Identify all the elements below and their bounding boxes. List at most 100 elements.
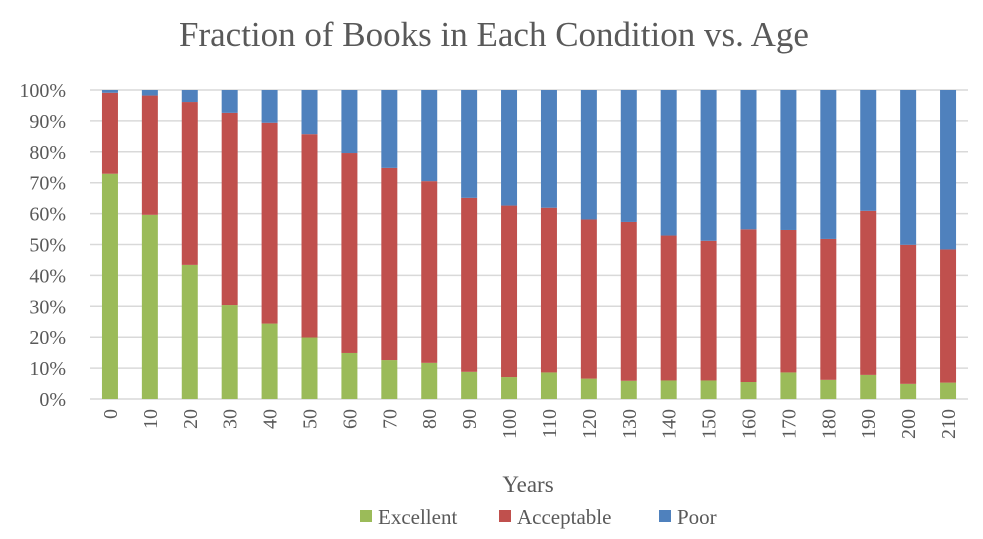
y-tick-label: 10% [29, 358, 66, 380]
x-tick-label: 70 [379, 409, 401, 429]
bar-poor-70 [381, 90, 398, 168]
x-tick-label: 30 [220, 409, 242, 429]
bar-acceptable-160 [740, 229, 757, 383]
bar-acceptable-70 [381, 167, 398, 361]
bar-poor-0 [101, 90, 118, 93]
bar-acceptable-30 [221, 112, 238, 306]
x-tick-label: 110 [539, 409, 561, 438]
bar-poor-150 [700, 90, 717, 241]
legend: Excellent Acceptable Poor [360, 505, 717, 529]
bar-acceptable-210 [940, 249, 957, 383]
bar-poor-210 [940, 90, 957, 250]
bar-acceptable-60 [341, 153, 358, 353]
bar-acceptable-110 [540, 207, 557, 373]
x-tick-label: 120 [579, 409, 601, 439]
bar-excellent-110 [540, 372, 557, 399]
y-tick-label: 90% [29, 111, 66, 133]
legend-swatch-excellent [360, 510, 372, 522]
y-tick-label: 70% [29, 173, 66, 195]
x-tick-label: 160 [739, 409, 761, 439]
x-tick-label: 50 [300, 409, 322, 429]
x-tick-label: 100 [499, 409, 521, 439]
x-tick-label: 0 [100, 409, 122, 419]
x-axis-ticks: 0 10 20 30 40 50 60 70 80 90 100 110 120 130 140 150 160… [100, 409, 960, 439]
bar-excellent-60 [341, 352, 358, 399]
bar-excellent-90 [461, 371, 478, 399]
bar-poor-30 [221, 90, 238, 113]
x-tick-label: 190 [858, 409, 880, 439]
bar-acceptable-20 [181, 102, 198, 265]
bar-acceptable-130 [620, 221, 637, 381]
bar-excellent-170 [780, 372, 797, 399]
bar-acceptable-190 [860, 210, 877, 375]
bar-poor-80 [421, 90, 438, 182]
bar-excellent-160 [740, 382, 757, 399]
bar-poor-170 [780, 90, 797, 230]
bar-excellent-80 [421, 362, 438, 399]
x-tick-label: 210 [938, 409, 960, 439]
bar-acceptable-80 [421, 181, 438, 363]
bar-excellent-210 [940, 382, 957, 399]
bar-excellent-200 [900, 383, 917, 399]
x-tick-label: 60 [339, 409, 361, 429]
x-tick-label: 40 [260, 409, 282, 429]
bar-acceptable-150 [700, 240, 717, 381]
y-tick-label: 80% [29, 142, 66, 164]
bar-acceptable-100 [501, 205, 518, 378]
bar-poor-20 [181, 90, 198, 103]
y-axis-ticks: 0% 10% 20% 30% 40% 50% 60% 70% 80% 90% 100% [19, 80, 66, 411]
bar-acceptable-170 [780, 229, 797, 373]
x-tick-label: 20 [180, 409, 202, 429]
legend-swatch-poor [659, 510, 671, 522]
bar-excellent-190 [860, 374, 877, 399]
y-tick-label: 40% [29, 265, 66, 287]
y-tick-label: 0% [39, 389, 66, 411]
x-axis-label: Years [502, 472, 553, 497]
bar-excellent-180 [820, 379, 837, 399]
bar-excellent-30 [221, 305, 238, 399]
x-tick-label: 200 [898, 409, 920, 439]
bar-excellent-150 [700, 380, 717, 399]
bar-acceptable-0 [101, 92, 118, 174]
x-tick-label: 170 [778, 409, 800, 439]
bar-excellent-40 [261, 323, 278, 399]
legend-label-excellent: Excellent [378, 505, 457, 529]
y-tick-label: 20% [29, 327, 66, 349]
y-tick-label: 50% [29, 235, 66, 257]
bar-excellent-130 [620, 380, 637, 399]
bar-poor-110 [540, 90, 557, 208]
bar-poor-130 [620, 90, 637, 222]
legend-swatch-acceptable [499, 510, 511, 522]
y-tick-label: 100% [19, 80, 66, 102]
x-tick-label: 10 [140, 409, 162, 429]
x-tick-label: 80 [419, 409, 441, 429]
x-tick-label: 180 [818, 409, 840, 439]
bar-excellent-20 [181, 264, 198, 399]
bars [101, 90, 957, 399]
bar-acceptable-180 [820, 238, 837, 380]
bar-acceptable-10 [141, 95, 158, 215]
bar-poor-50 [301, 90, 318, 135]
bar-poor-190 [860, 90, 877, 211]
x-tick-label: 150 [699, 409, 721, 439]
bar-poor-60 [341, 90, 358, 154]
legend-label-acceptable: Acceptable [517, 505, 611, 529]
bar-excellent-100 [501, 377, 518, 399]
y-tick-label: 30% [29, 296, 66, 318]
bar-poor-180 [820, 90, 837, 239]
bar-excellent-120 [580, 378, 597, 399]
bar-poor-90 [461, 90, 478, 198]
bar-poor-200 [900, 90, 917, 245]
bar-poor-100 [501, 90, 518, 206]
bar-acceptable-40 [261, 122, 278, 324]
bar-excellent-70 [381, 360, 398, 399]
bar-excellent-50 [301, 337, 318, 399]
x-tick-label: 130 [619, 409, 641, 439]
bar-excellent-0 [101, 173, 118, 399]
x-tick-label: 90 [459, 409, 481, 429]
bar-acceptable-140 [660, 235, 677, 381]
bar-poor-140 [660, 90, 677, 236]
y-tick-label: 60% [29, 204, 66, 226]
bar-acceptable-120 [580, 219, 597, 379]
